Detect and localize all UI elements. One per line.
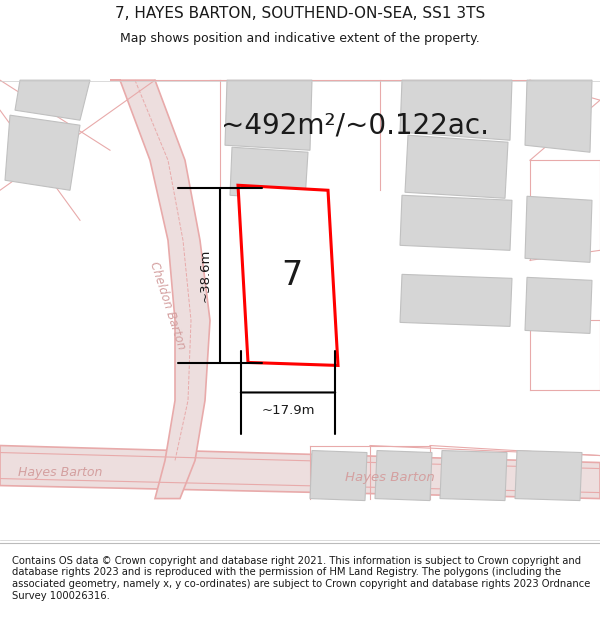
Polygon shape bbox=[515, 451, 582, 501]
Polygon shape bbox=[525, 80, 592, 152]
Polygon shape bbox=[525, 196, 592, 262]
Text: Hayes Barton: Hayes Barton bbox=[345, 471, 435, 484]
Polygon shape bbox=[310, 451, 367, 501]
Polygon shape bbox=[400, 195, 512, 251]
Polygon shape bbox=[238, 185, 338, 366]
Polygon shape bbox=[230, 148, 308, 200]
Polygon shape bbox=[225, 80, 312, 150]
Text: 7: 7 bbox=[281, 259, 302, 292]
Polygon shape bbox=[525, 278, 592, 333]
Text: Hayes Barton: Hayes Barton bbox=[18, 466, 102, 479]
Text: ~17.9m: ~17.9m bbox=[261, 404, 315, 418]
Text: ~492m²/~0.122ac.: ~492m²/~0.122ac. bbox=[221, 111, 489, 139]
Text: 7, HAYES BARTON, SOUTHEND-ON-SEA, SS1 3TS: 7, HAYES BARTON, SOUTHEND-ON-SEA, SS1 3T… bbox=[115, 6, 485, 21]
Polygon shape bbox=[110, 80, 210, 499]
Polygon shape bbox=[440, 451, 507, 501]
Polygon shape bbox=[400, 274, 512, 326]
Text: Cheldon Barton: Cheldon Barton bbox=[148, 260, 188, 351]
Polygon shape bbox=[375, 451, 432, 501]
Polygon shape bbox=[0, 446, 600, 499]
Text: ~38.6m: ~38.6m bbox=[199, 249, 212, 302]
Text: Map shows position and indicative extent of the property.: Map shows position and indicative extent… bbox=[120, 32, 480, 45]
Text: Contains OS data © Crown copyright and database right 2021. This information is : Contains OS data © Crown copyright and d… bbox=[12, 556, 590, 601]
Polygon shape bbox=[5, 115, 80, 190]
Polygon shape bbox=[400, 80, 512, 140]
Polygon shape bbox=[15, 80, 90, 120]
Polygon shape bbox=[405, 135, 508, 198]
